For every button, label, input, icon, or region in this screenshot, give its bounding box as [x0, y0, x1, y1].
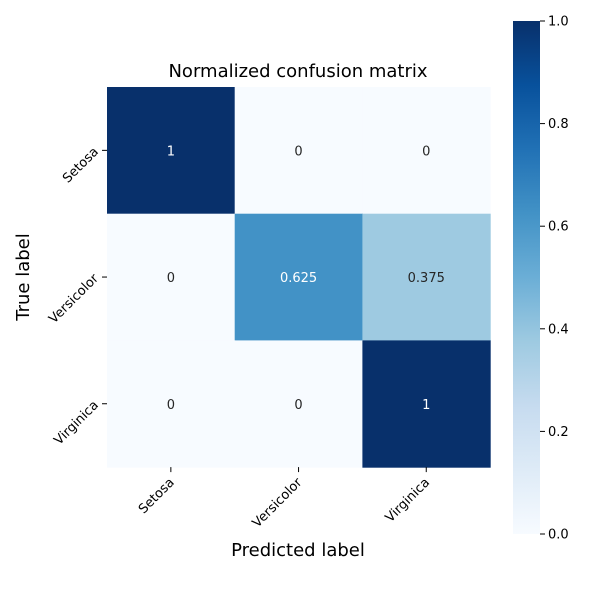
x-tick-label-setosa: Setosa — [136, 475, 178, 517]
x-axis: Setosa Versicolor Virginica — [136, 467, 433, 531]
colorbar-tick-label: 0.4 — [548, 322, 569, 337]
colorbar: 0.0 0.2 0.4 0.6 0.8 1.0 — [513, 15, 569, 543]
heatmap-cell-versicolor-versicolor — [234, 213, 363, 341]
y-axis: Setosa Versicolor Virginica — [46, 145, 107, 448]
cell-value-label: 0 — [167, 271, 175, 286]
y-tick-label-virginica: Virginica — [52, 398, 102, 448]
cell-value-label: 0 — [167, 398, 175, 413]
heatmap-cell-setosa-setosa — [107, 87, 236, 215]
cell-value-label: 0 — [294, 398, 302, 413]
heatmap-cell-virginica-virginica — [362, 340, 491, 468]
colorbar-tick-label: 1.0 — [548, 15, 569, 30]
heatmap-cell-labels: 1 0 0 0 0.625 0.375 0 0 1 — [167, 144, 445, 412]
colorbar-gradient — [513, 21, 540, 534]
x-tick-label-versicolor: Versicolor — [250, 475, 306, 531]
cell-value-label: 0 — [422, 144, 430, 159]
cell-value-label: 1 — [422, 398, 430, 413]
colorbar-tick-label: 0.6 — [548, 220, 569, 235]
heatmap-cell-virginica-versicolor — [234, 340, 363, 468]
heatmap-cell-virginica-setosa — [107, 340, 236, 468]
cell-value-label: 0.625 — [280, 271, 317, 286]
y-tick-label-versicolor: Versicolor — [46, 271, 102, 327]
chart-title: Normalized confusion matrix — [168, 61, 427, 82]
y-axis-label: True label — [13, 233, 34, 322]
heatmap-cell-setosa-virginica — [362, 87, 491, 215]
x-axis-label: Predicted label — [231, 540, 365, 561]
heatmap-cell-versicolor-virginica — [362, 213, 491, 341]
heatmap-cell-versicolor-setosa — [107, 213, 236, 341]
cell-value-label: 0 — [294, 144, 302, 159]
heatmap-cell-setosa-versicolor — [234, 87, 363, 215]
y-tick-label-setosa: Setosa — [60, 145, 102, 187]
colorbar-tick-label: 0.2 — [548, 425, 569, 440]
colorbar-tick-label: 0.0 — [548, 528, 569, 543]
cell-value-label: 0.375 — [408, 271, 445, 286]
x-tick-label-virginica: Virginica — [383, 475, 433, 525]
colorbar-tick-label: 0.8 — [548, 117, 569, 132]
cell-value-label: 1 — [167, 144, 175, 159]
heatmap-cells — [107, 87, 491, 468]
